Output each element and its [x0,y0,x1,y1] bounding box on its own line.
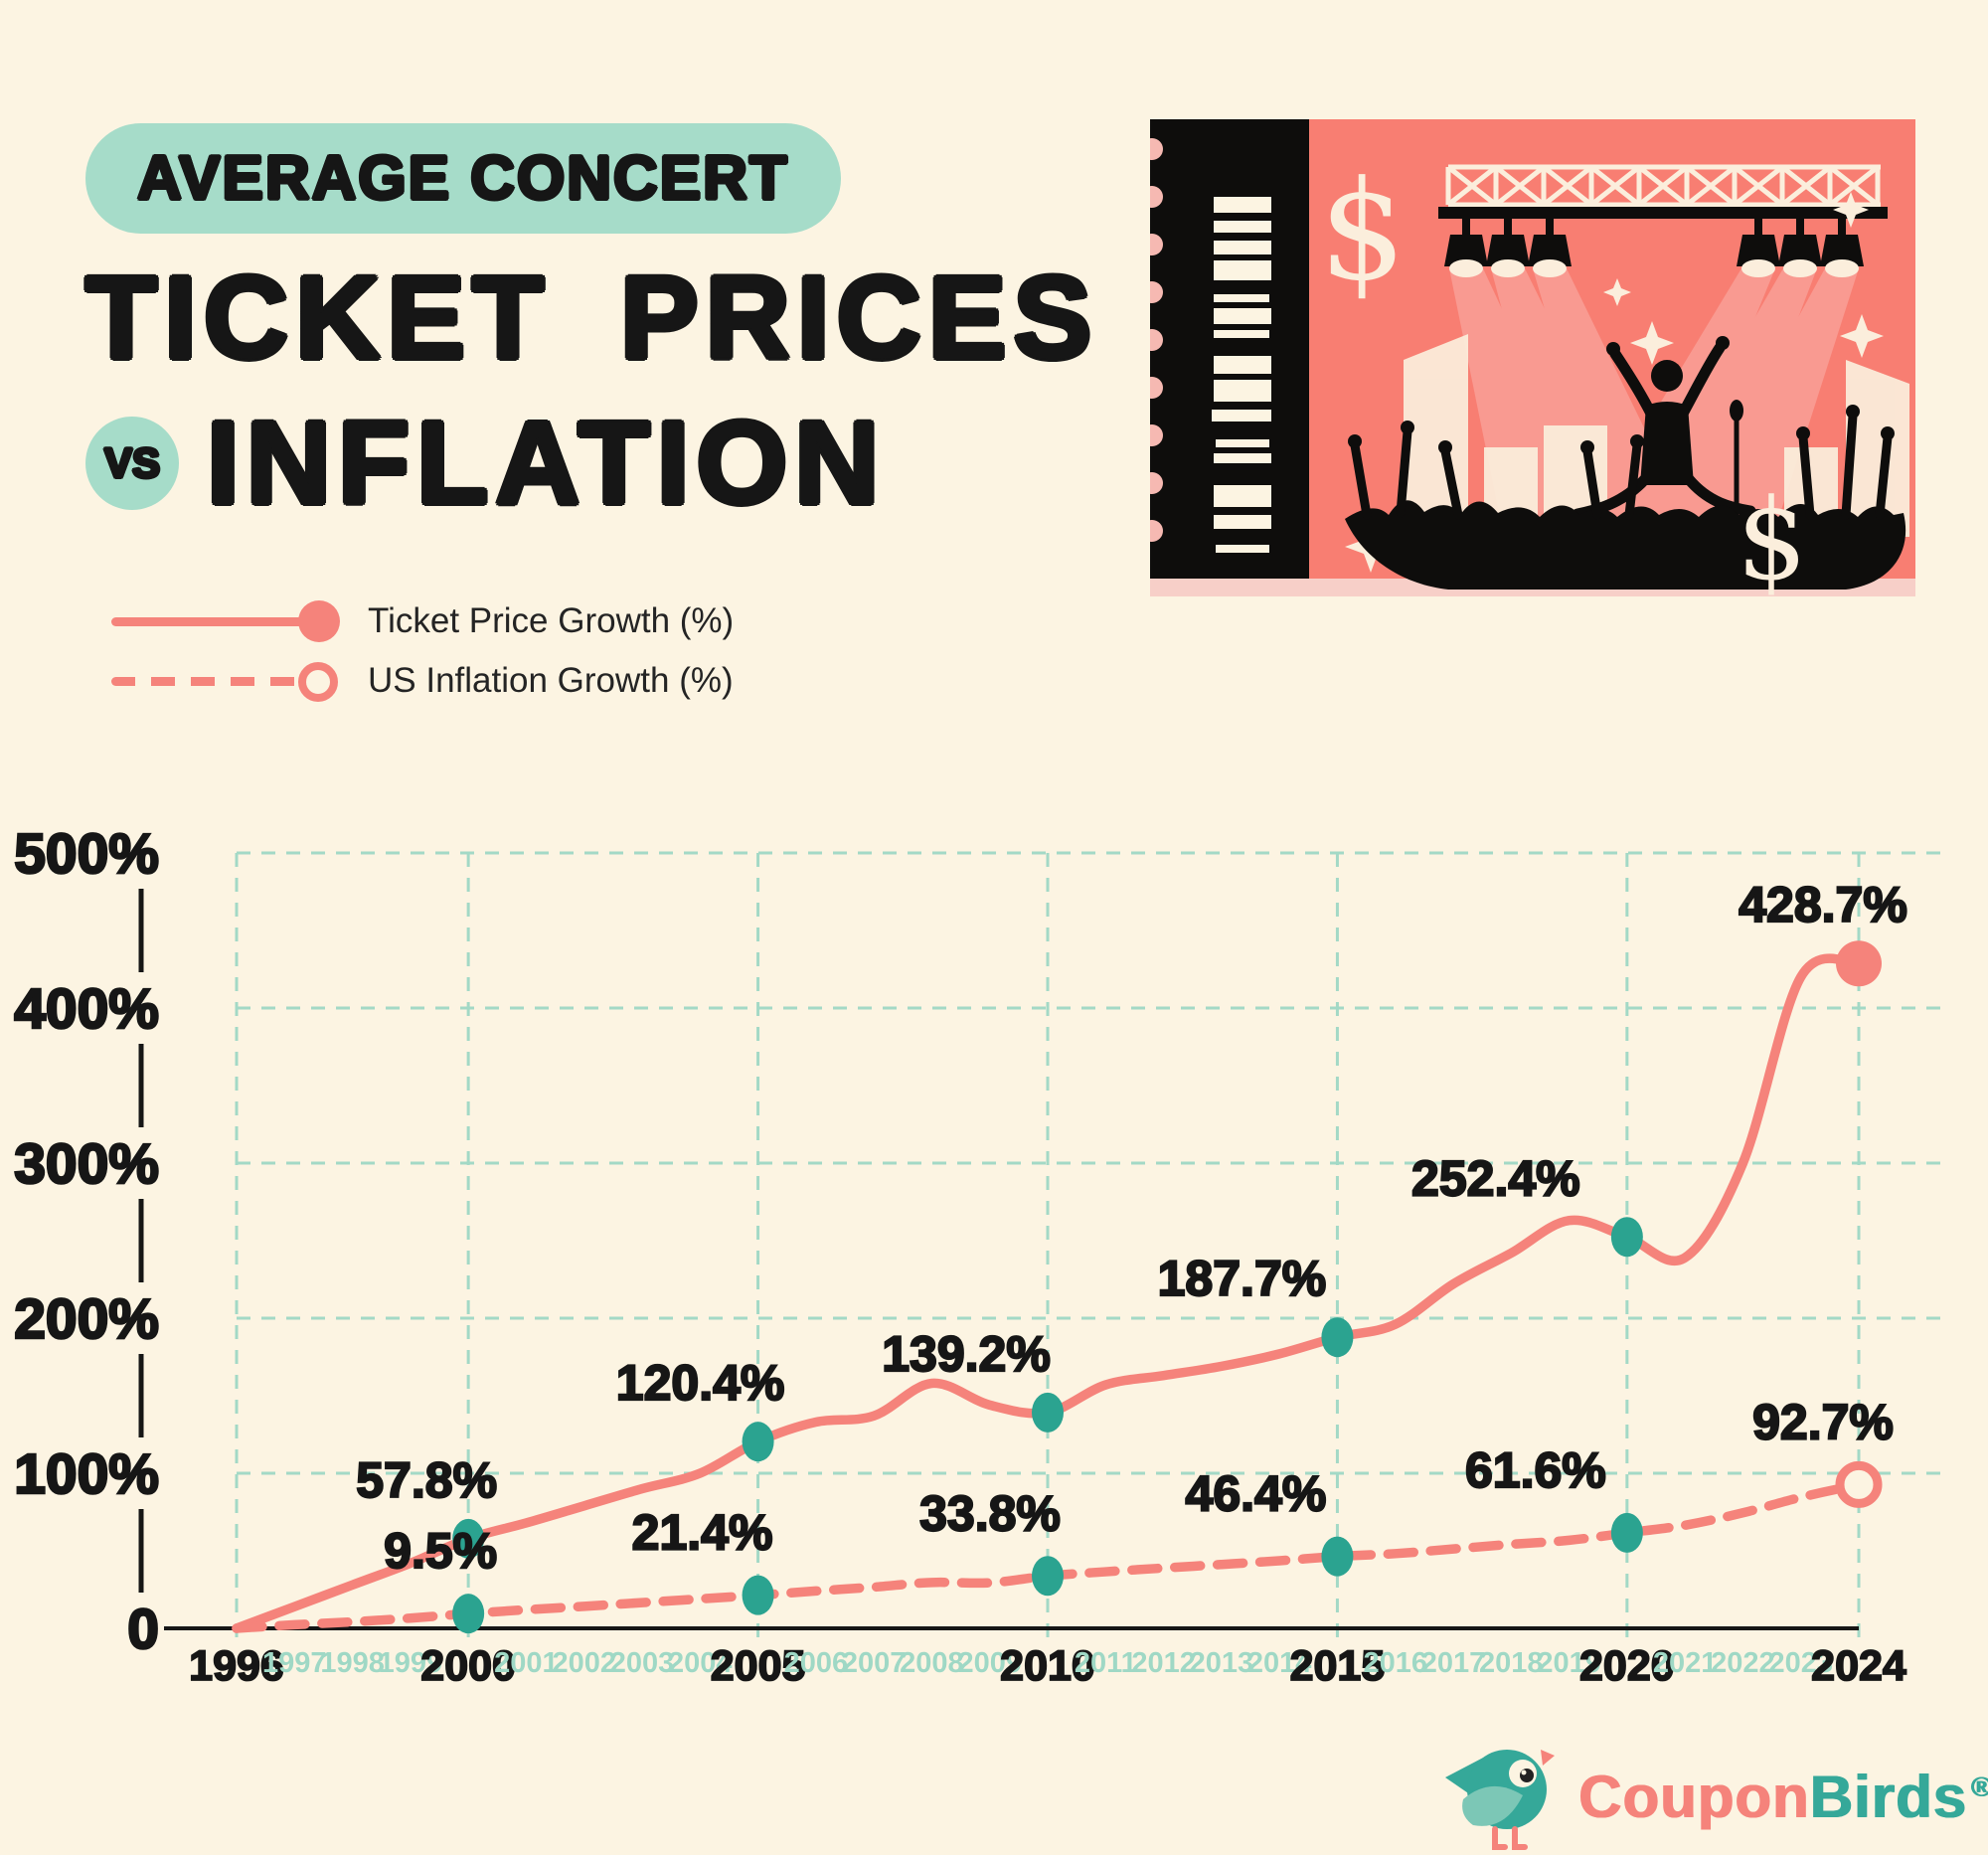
x-tick-label: 2016 [1363,1647,1427,1679]
couponbirds-logo: CouponBirds ® [1443,1738,1988,1855]
y-tick-label: 500% [14,822,159,886]
filled-dot-icon [298,600,340,642]
dollar-sign-top: $ [1319,151,1407,311]
x-tick-label: 2002 [552,1647,616,1679]
x-tick-label: 2024 [1811,1642,1906,1690]
data-point-label: 57.8% [356,1452,497,1508]
y-tick-label: 100% [14,1442,159,1506]
legend-swatch-dashed [111,659,340,703]
header-badge-label: AVERAGE CONCERT [137,144,789,213]
legend-item-ticket: Ticket Price Growth (%) [111,596,734,646]
truss-bar [1438,207,1888,219]
x-tick-label: 2008 [900,1647,964,1679]
stage-panels [1404,334,1909,537]
x-tick-label: 2019 [1537,1647,1601,1679]
data-point-marker [1610,1217,1643,1258]
data-point-marker [452,1594,485,1634]
legend-item-inflation: US Inflation Growth (%) [111,656,734,706]
x-tick-label: 2001 [494,1647,559,1679]
x-tick-label: 2020 [1579,1642,1675,1690]
data-point-marker [452,1518,485,1559]
x-tick-label: 2006 [784,1647,849,1679]
data-point-marker [742,1575,774,1615]
brand-birds: Birds [1809,1763,1967,1830]
x-tick-label: 2014 [1247,1647,1312,1679]
x-tick-label: 1999 [379,1647,443,1679]
page-title-line2: INFLATION [207,398,887,529]
end-marker-filled [1836,940,1882,987]
data-point-label: 21.4% [632,1505,773,1561]
x-tick-label: 2012 [1131,1647,1196,1679]
crowd-silhouette [1345,405,1906,590]
dollar-sign-crowd: $ [1737,476,1807,596]
data-point-label: 61.6% [1465,1442,1606,1498]
data-point-label: 252.4% [1411,1150,1580,1206]
legend-label: US Inflation Growth (%) [368,661,734,700]
page-title-row2: VS INFLATION [85,396,886,531]
header-badge: AVERAGE CONCERT [85,123,841,234]
data-point-marker [1032,1556,1064,1597]
y-tick-label: 400% [14,977,159,1041]
ticket-stub [1150,119,1309,579]
data-point-label: 187.7% [1158,1251,1327,1306]
bird-icon [1445,1750,1555,1850]
dashed-line-sample [111,677,306,686]
data-point-marker [1032,1392,1064,1433]
data-point-label: 33.8% [919,1485,1061,1541]
x-tick-label: 2021 [1653,1647,1718,1679]
data-point-label: 92.7% [1752,1394,1894,1449]
x-tick-label: 2018 [1479,1647,1544,1679]
end-marker-open [1835,1460,1883,1508]
ticket-scallops [1150,138,1163,542]
brand-coupon: Coupon [1578,1763,1810,1830]
concert-ticket-illustration: $ [1150,119,1915,596]
legend-label: Ticket Price Growth (%) [368,601,735,640]
barcode-icon [1212,197,1271,553]
x-tick-label: 2011 [1075,1647,1137,1679]
data-point-label: 139.2% [882,1326,1051,1382]
open-dot-icon [298,662,338,702]
brand-wordmark: CouponBirds ® [1578,1763,1988,1831]
registered-mark: ® [1970,1771,1988,1802]
data-point-label: 120.4% [616,1355,785,1411]
x-tick-label: 2004 [668,1647,733,1679]
vs-badge: VS [85,417,179,510]
x-tick-label: 2022 [1711,1647,1775,1679]
data-point-marker [742,1422,774,1462]
legend-swatch-solid [111,599,340,643]
x-tick-label: 2009 [957,1647,1022,1679]
x-tick-label: 2000 [420,1642,516,1690]
y-tick-label: 0 [127,1598,159,1661]
chart-legend: Ticket Price Growth (%) US Inflation Gro… [111,596,734,716]
data-point-marker [1321,1536,1354,1577]
x-tick-label: 2007 [842,1647,907,1679]
x-tick-label: 2003 [610,1647,675,1679]
x-tick-label: 2010 [1000,1642,1095,1690]
stage-truss [1445,164,1881,208]
x-tick-label: 2005 [711,1642,806,1690]
x-tick-label: 1996 [189,1642,284,1690]
data-point-label: 428.7% [1739,877,1907,932]
vs-label: VS [103,439,161,486]
x-tick-label: 1998 [320,1647,385,1679]
chart-svg: 0100%200%300%400%500%1996199719981999200… [13,821,1940,1691]
data-point-marker [1610,1512,1643,1553]
x-tick-label: 2015 [1290,1642,1386,1690]
page-title-line1: TICKET PRICES [85,253,1099,384]
y-tick-label: 300% [14,1132,159,1196]
spotlights [1444,219,1864,277]
x-tick-label: 1997 [262,1647,327,1679]
solid-line-sample [111,617,306,626]
x-tick-label: 2013 [1190,1647,1254,1679]
x-tick-label: 2023 [1768,1647,1833,1679]
performer-silhouette [1572,336,1756,520]
y-tick-label: 200% [14,1287,159,1351]
x-tick-label: 2017 [1421,1647,1486,1679]
data-point-label: 46.4% [1186,1466,1327,1522]
data-point-marker [1321,1317,1354,1358]
data-point-label: 9.5% [384,1523,497,1579]
